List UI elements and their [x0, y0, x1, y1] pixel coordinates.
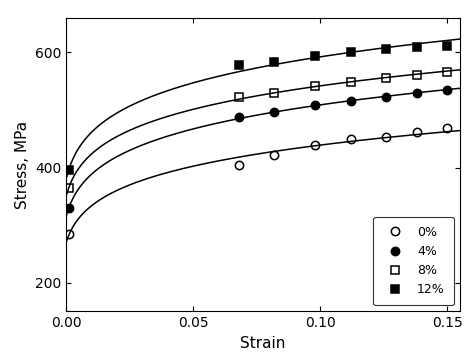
4% — [444, 88, 450, 93]
0% — [312, 142, 318, 147]
0% — [348, 137, 354, 141]
0% — [414, 130, 419, 134]
Line: 4%: 4% — [65, 86, 451, 212]
4% — [312, 103, 318, 107]
0% — [236, 163, 242, 167]
12% — [312, 54, 318, 59]
12% — [66, 168, 72, 173]
Line: 8%: 8% — [65, 68, 451, 192]
4% — [383, 95, 389, 99]
0% — [66, 232, 72, 236]
4% — [236, 115, 242, 119]
12% — [272, 59, 277, 64]
12% — [444, 43, 450, 48]
Line: 0%: 0% — [65, 124, 451, 238]
8% — [236, 95, 242, 100]
4% — [414, 91, 419, 95]
8% — [312, 84, 318, 88]
8% — [383, 76, 389, 80]
4% — [348, 99, 354, 103]
Line: 12%: 12% — [65, 42, 451, 175]
12% — [414, 44, 419, 49]
0% — [272, 153, 277, 157]
8% — [444, 70, 450, 74]
4% — [272, 110, 277, 115]
12% — [383, 47, 389, 51]
Y-axis label: Stress, MPa: Stress, MPa — [15, 121, 29, 209]
8% — [272, 91, 277, 95]
8% — [348, 80, 354, 84]
4% — [66, 206, 72, 210]
8% — [66, 185, 72, 190]
0% — [444, 126, 450, 131]
X-axis label: Strain: Strain — [240, 336, 286, 351]
12% — [348, 50, 354, 54]
0% — [383, 135, 389, 139]
12% — [236, 63, 242, 67]
Legend: 0%, 4%, 8%, 12%: 0%, 4%, 8%, 12% — [374, 217, 454, 305]
8% — [414, 73, 419, 77]
